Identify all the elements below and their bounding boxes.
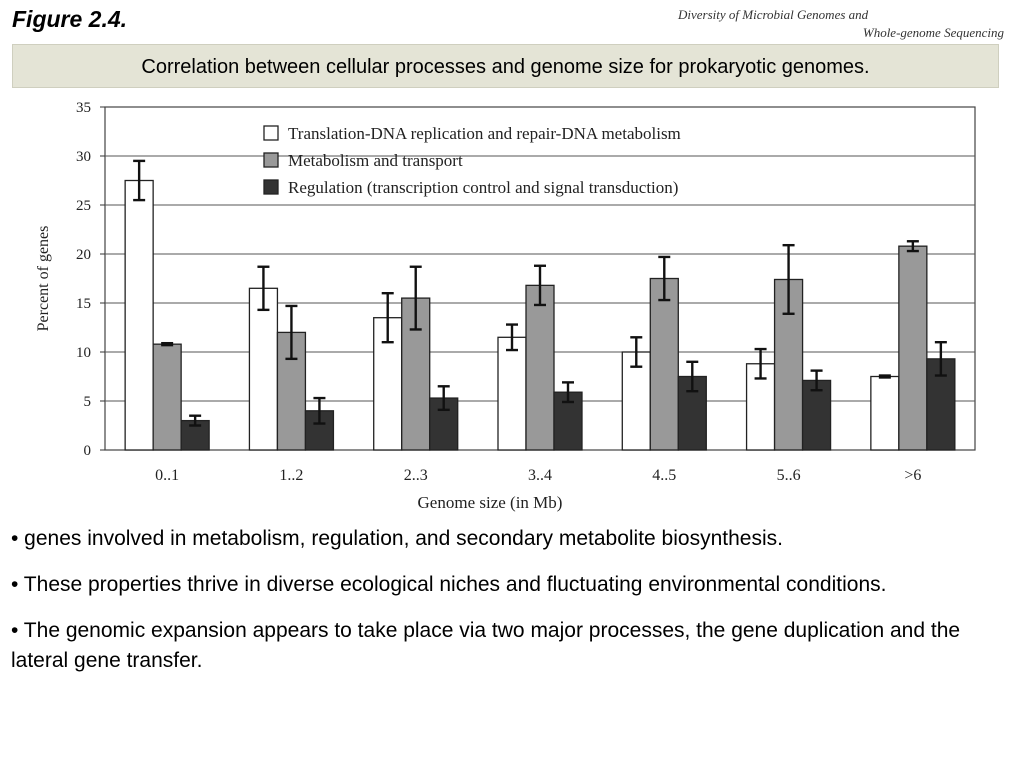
source-line-1: Diversity of Microbial Genomes and: [678, 7, 869, 22]
x-tick-label: >6: [904, 467, 921, 484]
bar-chart: 0 5 10 15 20 25 30 35 0..1 1..2 2..3 3..4 4..5 5..6 >6…: [35, 100, 976, 512]
bar: [248, 287, 279, 451]
bullet-item-2: • These properties thrive in diverse eco…: [11, 573, 887, 596]
y-axis-label: Percent of genes: [35, 226, 52, 332]
bar: [525, 284, 555, 451]
y-tick-label: 25: [76, 198, 91, 214]
bar: [621, 351, 651, 451]
bar: [124, 179, 154, 451]
x-tick-label: 2..3: [404, 467, 428, 484]
bar: [870, 375, 900, 451]
bar: [152, 343, 182, 451]
legend-swatch: [263, 179, 279, 195]
legend-label: Translation-DNA replication and repair-D…: [288, 124, 681, 143]
y-tick-label: 30: [76, 149, 91, 165]
bar: [497, 336, 527, 451]
bar: [801, 379, 832, 451]
y-tick-label: 0: [84, 443, 92, 459]
source-line-2: Whole-genome Sequencing: [862, 25, 1004, 40]
legend-label: Regulation (transcription control and si…: [288, 178, 678, 197]
x-tick-label: 1..2: [279, 467, 303, 484]
x-tick-label: 5..6: [777, 467, 801, 484]
bar: [649, 277, 679, 451]
y-tick-label: 20: [76, 247, 91, 263]
figure-label: Figure 2.4.: [12, 6, 128, 32]
y-tick-label: 35: [76, 100, 91, 116]
x-axis-label: Genome size (in Mb): [418, 493, 563, 512]
source-citation: Diversity of Microbial Genomes and Whole…: [674, 6, 1004, 42]
legend-swatch: [263, 152, 279, 168]
bar: [898, 245, 928, 451]
legend-label: Metabolism and transport: [288, 151, 463, 170]
y-tick-label: 5: [84, 394, 92, 410]
x-tick-label: 0..1: [155, 467, 179, 484]
x-tick-label: 4..5: [652, 467, 676, 484]
y-tick-label: 15: [76, 296, 91, 312]
bar: [773, 278, 804, 451]
y-tick-label: 10: [76, 345, 91, 361]
figure-caption: Correlation between cellular processes a…: [12, 44, 999, 88]
x-tick-label: 3..4: [528, 467, 552, 484]
bullet-list: • genes involved in metabolism, regulati…: [11, 524, 1001, 692]
bullet-item-3: • The genomic expansion appears to take …: [11, 619, 961, 672]
bullet-item-1: • genes involved in metabolism, regulati…: [11, 527, 783, 550]
legend-swatch: [263, 125, 279, 141]
